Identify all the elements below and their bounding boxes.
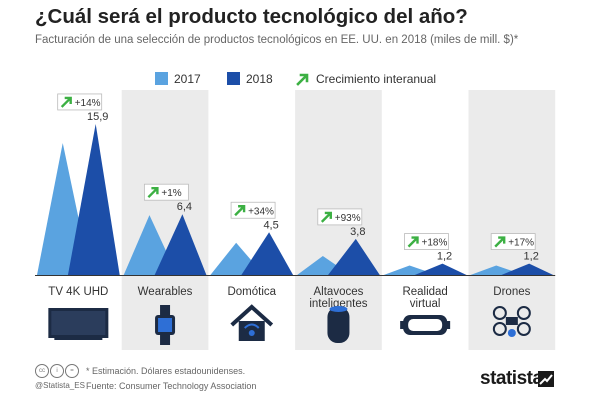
vr-headset-icon	[400, 315, 451, 335]
tv-icon	[48, 308, 109, 340]
legend-label-2017: 2017	[174, 72, 201, 86]
nd-icon: =	[65, 364, 79, 378]
by-icon: i	[50, 364, 64, 378]
license-icons: cc i =	[35, 364, 80, 382]
growth-arrow-icon	[234, 205, 246, 217]
triangle-2018-0	[67, 123, 120, 275]
growth-label: +17%	[508, 238, 534, 249]
category-label-5: Drones	[493, 286, 530, 298]
legend-item-2018: 2018	[227, 71, 273, 87]
value-label-2018: 3,8	[350, 226, 365, 238]
statista-logo-mark	[538, 371, 554, 387]
value-label-2018: 6,4	[177, 201, 192, 213]
category-label-3: Altavoces	[314, 286, 364, 298]
cc-icon: cc	[35, 364, 49, 378]
value-label-2018: 4,5	[263, 219, 278, 231]
triangle-2018-5	[501, 263, 554, 275]
growth-arrow-icon	[320, 211, 332, 223]
triangle-2018-3	[328, 238, 380, 275]
social-handle: @Statista_ES	[35, 381, 85, 390]
category-panel	[468, 90, 556, 350]
growth-label: +34%	[248, 206, 274, 217]
growth-label: +1%	[161, 188, 181, 199]
legend-swatch-2017	[155, 72, 168, 85]
legend-swatch-2018	[227, 72, 240, 85]
growth-label: +93%	[335, 213, 361, 224]
category-label-4: virtual	[410, 298, 441, 310]
legend-label-growth: Crecimiento interanual	[316, 72, 437, 86]
category-label-0: TV 4K UHD	[48, 286, 108, 298]
statista-logo: statista	[480, 368, 543, 389]
category-label-2: Domótica	[227, 286, 276, 298]
triangle-2018-2	[241, 232, 294, 275]
drone-icon	[492, 306, 531, 337]
footnote: * Estimación. Dólares estadounidenses.	[86, 366, 246, 376]
category-label-1: Wearables	[138, 286, 193, 298]
legend-label-2018: 2018	[246, 72, 273, 86]
legend-item-2017: 2017	[155, 71, 201, 87]
chart-subtitle: Facturación de una selección de producto…	[35, 34, 519, 46]
growth-label: +14%	[75, 98, 101, 109]
smart-home-icon	[230, 304, 274, 341]
value-label-2018: 1,2	[524, 251, 539, 263]
triangle-2018-1	[154, 214, 207, 275]
chart-title: ¿Cuál será el producto tecnológico del a…	[35, 5, 468, 28]
growth-arrow-icon	[147, 187, 159, 199]
smartwatch-icon	[155, 305, 176, 345]
growth-arrow-icon	[494, 236, 506, 248]
growth-label: +18%	[421, 238, 447, 249]
source-note: Fuente: Consumer Technology Association	[86, 381, 257, 391]
value-label-2018: 15,9	[87, 111, 108, 123]
growth-arrow-icon	[60, 96, 72, 108]
triangle-2018-4	[414, 263, 467, 275]
smart-speaker-icon	[327, 306, 350, 343]
legend-item-growth: Crecimiento interanual	[296, 71, 436, 87]
value-label-2018: 1,2	[437, 251, 452, 263]
growth-arrow-icon	[296, 73, 309, 86]
category-label-4: Realidad	[402, 286, 447, 298]
growth-arrow-icon	[407, 236, 419, 248]
category-label-3: inteligentes	[309, 298, 367, 310]
